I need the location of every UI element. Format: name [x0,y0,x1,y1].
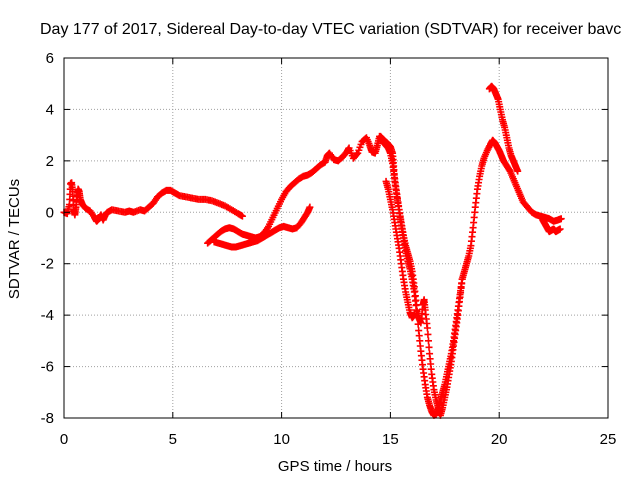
x-tick-label: 0 [60,431,68,448]
x-tick-label: 5 [169,431,177,448]
y-tick-label: -8 [41,410,54,427]
y-tick-label: -4 [41,307,54,324]
data-point-marker [424,337,432,345]
data-point-marker [556,225,564,233]
chart-title: Day 177 of 2017, Sidereal Day-to-day VTE… [40,21,621,38]
y-tick-label: 4 [46,101,54,118]
data-point-marker [306,203,314,211]
x-axis-label: GPS time / hours [278,458,392,475]
y-tick-label: 0 [46,204,54,221]
x-tick-label: 25 [600,431,617,448]
x-tick-label: 15 [382,431,399,448]
y-tick-label: 6 [46,50,54,67]
data-point-marker [353,150,361,158]
data-point-marker [514,167,522,175]
y-tick-label: 2 [46,153,54,170]
data-point-marker [458,275,466,283]
x-tick-label: 20 [491,431,508,448]
y-axis-label: SDTVAR / TECUs [6,179,23,299]
axis-ticks: 0 5 10 15 20 25 -8 -6 -4 -2 0 2 4 6 [41,50,617,448]
grid-lines [64,58,608,418]
data-point-marker [238,212,246,220]
data-point-marker [424,330,432,338]
y-tick-label: -2 [41,256,54,273]
data-point-marker [425,343,433,351]
data-point-marker [423,324,431,332]
y-tick-label: -6 [41,359,54,376]
data-point-marker [410,311,418,319]
data-point-marker [557,215,565,223]
x-tick-label: 10 [273,431,290,448]
plot-frame [63,57,609,419]
data-points [60,82,565,419]
